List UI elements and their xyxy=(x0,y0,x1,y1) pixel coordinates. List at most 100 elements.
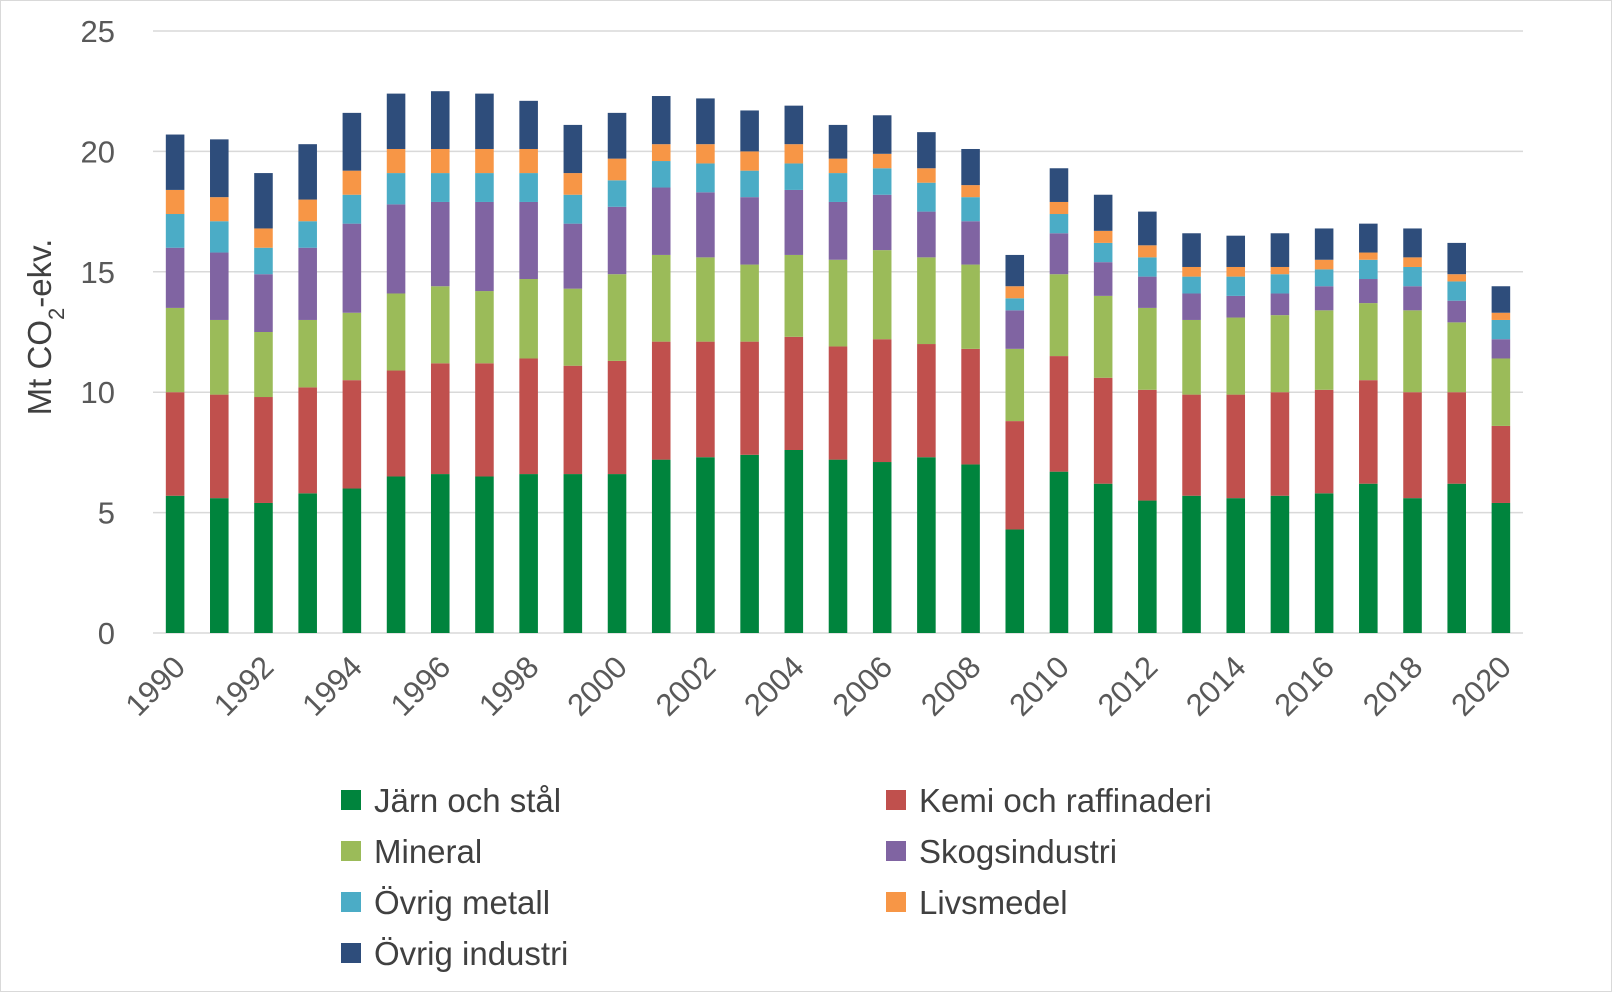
bar-segment xyxy=(872,194,892,251)
bar-segment xyxy=(475,363,494,477)
bar-segment xyxy=(386,293,406,371)
bar-segment xyxy=(165,214,185,248)
legend-swatch xyxy=(886,841,906,861)
bar-segment xyxy=(563,173,583,195)
bar-segment xyxy=(563,474,583,633)
bar-segment xyxy=(165,392,185,496)
bar-segment xyxy=(1359,483,1378,633)
bar-segment xyxy=(740,454,759,633)
legend-label: Övrig industri xyxy=(374,935,568,972)
bar-segment xyxy=(1314,493,1334,633)
bar-segment xyxy=(1226,276,1246,296)
bar-segment xyxy=(828,459,848,633)
x-tick-label: 2012 xyxy=(1091,649,1165,723)
bar-segment xyxy=(165,495,185,633)
bar-segment xyxy=(784,449,804,633)
bar-segment xyxy=(961,185,980,198)
bar-segment xyxy=(1226,498,1246,633)
bar-segment xyxy=(475,201,494,292)
bar-segment xyxy=(1403,228,1422,258)
bar-segment xyxy=(917,132,936,169)
bar-segment xyxy=(1005,298,1025,311)
bar-segment xyxy=(210,394,229,499)
x-tick-label: 1998 xyxy=(472,649,546,723)
bar-segment xyxy=(651,341,671,460)
bar-segment xyxy=(1093,242,1113,263)
bar-segment xyxy=(430,286,450,364)
bar-segment xyxy=(430,173,450,202)
bar-segment xyxy=(1491,358,1511,426)
y-axis-title: Mt CO2-ekv. xyxy=(21,239,69,416)
bar-segment xyxy=(917,168,936,183)
bar-segment xyxy=(607,206,627,275)
bar-segment xyxy=(1005,254,1025,287)
bar-segment xyxy=(1005,421,1025,530)
bar-segment xyxy=(828,124,848,159)
bar-segment xyxy=(1403,392,1422,499)
y-axis-title-main: Mt CO xyxy=(21,320,58,415)
bar-segment xyxy=(563,365,583,475)
bar-segment xyxy=(165,189,185,215)
legend-label: Kemi och raffinaderi xyxy=(919,782,1212,819)
x-tick-label: 1992 xyxy=(207,649,281,723)
bar-segment xyxy=(519,148,538,174)
bar-segment xyxy=(1359,259,1378,280)
bar-segment xyxy=(651,254,671,342)
legend-label: Järn och stål xyxy=(374,782,561,819)
bar-segment xyxy=(1270,392,1290,496)
bars xyxy=(165,91,1511,633)
bar-segment xyxy=(1093,230,1113,243)
legend-swatch xyxy=(341,790,361,810)
bar-segment xyxy=(961,464,980,633)
bar-segment xyxy=(740,197,759,265)
legend-swatch xyxy=(341,892,361,912)
bar-segment xyxy=(1447,300,1466,323)
bar-segment xyxy=(828,259,848,347)
y-tick-label: 25 xyxy=(81,14,115,49)
bar-segment xyxy=(298,319,317,388)
bar-segment xyxy=(298,199,317,222)
bar-segment xyxy=(342,312,362,381)
bar-segment xyxy=(696,257,715,342)
bar-segment xyxy=(1182,266,1201,277)
bar-segment xyxy=(563,223,583,289)
bar-segment xyxy=(210,319,229,395)
bar-segment xyxy=(386,148,406,174)
bar-segment xyxy=(1359,380,1378,484)
bar-segment xyxy=(342,488,362,633)
bar-segment xyxy=(1491,286,1511,313)
bar-segment xyxy=(563,194,583,224)
x-tick-label: 1994 xyxy=(295,649,369,723)
bar-segment xyxy=(651,96,671,145)
bar-segment xyxy=(1314,286,1334,311)
bar-segment xyxy=(696,163,715,193)
bar-segment xyxy=(342,223,362,313)
bar-segment xyxy=(165,134,185,190)
bar-segment xyxy=(563,288,583,366)
x-tick-label: 2020 xyxy=(1444,649,1518,723)
bar-segment xyxy=(740,110,759,152)
y-tick-label: 10 xyxy=(81,375,115,410)
x-tick-label: 2000 xyxy=(560,649,634,723)
bar-segment xyxy=(1403,286,1422,311)
bar-segment xyxy=(1049,274,1069,357)
bar-segment xyxy=(784,163,804,190)
bar-segment xyxy=(1138,257,1157,277)
bar-segment xyxy=(1049,214,1069,234)
bar-segment xyxy=(607,474,627,633)
bar-segment xyxy=(1005,310,1025,349)
bar-segment xyxy=(784,254,804,337)
x-tick-label: 2016 xyxy=(1268,649,1342,723)
bar-segment xyxy=(519,358,538,475)
bar-segment xyxy=(210,221,229,253)
bar-segment xyxy=(519,100,538,149)
bar-segment xyxy=(1182,495,1201,633)
bar-segment xyxy=(1447,322,1466,393)
y-axis-title-suffix: -ekv. xyxy=(21,239,58,308)
bar-segment xyxy=(872,168,892,195)
bar-segment xyxy=(740,151,759,171)
bar-segment xyxy=(607,180,627,207)
bar-segment xyxy=(784,105,804,145)
y-tick-label: 0 xyxy=(98,616,115,651)
